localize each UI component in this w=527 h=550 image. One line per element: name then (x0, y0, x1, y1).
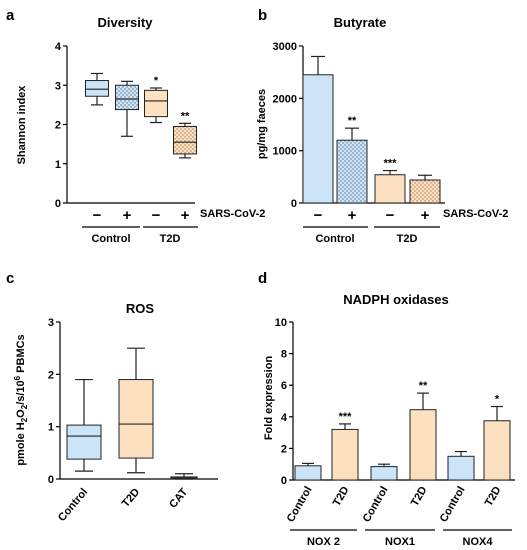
panel-d-ytick-label: 10 (275, 317, 287, 329)
panel-c-category-label: CAT (167, 486, 190, 511)
panel-d-category-label: Control (285, 485, 315, 525)
panel-d-plot: 0 2 4 6 8 10 Control *** T2D Control ** T2D Control *… (275, 317, 515, 548)
panel-a-box (173, 125, 197, 155)
panel-a-significance: * (154, 75, 159, 87)
panel-d-significance: ** (419, 380, 428, 392)
panel-a-sign-label: − (93, 207, 102, 224)
panel-c-title: ROS (126, 301, 155, 316)
panel-a-factor-label: SARS-CoV-2 (200, 208, 265, 220)
panel-d-group-label: NOX 2 (307, 536, 340, 548)
panel-b-ytick-label: 1000 (273, 146, 297, 158)
panel-d-ytick-label: 6 (281, 380, 287, 392)
panel-d-significance: * (495, 394, 500, 406)
panel-c-category-label: T2D (120, 486, 143, 510)
panel-a-sign-label: + (123, 207, 132, 224)
panel-b-sign-label: − (314, 207, 323, 224)
panel-d-bar (370, 466, 398, 481)
panel-c-plot: 0 1 2 3 Control T2D CAT (48, 317, 218, 524)
panel-a-box (115, 84, 139, 111)
panel-letter-d: d (258, 270, 267, 287)
panel-c-ylabel: pmole H2O2/s/106 PBMCs (13, 334, 29, 465)
panel-a-box (144, 89, 168, 118)
panel-c-ytick-label: 3 (48, 317, 54, 329)
panel-b-ytick-label: 0 (291, 198, 297, 210)
panel-b-ytick-label: 2000 (273, 93, 297, 105)
panel-c-box (118, 379, 154, 459)
panel-d-ytick-label: 4 (281, 412, 288, 424)
panel-a-significance: ** (181, 110, 190, 122)
panel-b-bar (374, 174, 406, 204)
panel-d-category-label: Control (361, 485, 391, 525)
panel-letter-a: a (6, 7, 15, 24)
panel-b-bar (302, 74, 334, 204)
panel-a-plot: 0 1 2 3 4 − + * − ** + SARS-CoV-2 Control T2D (55, 41, 266, 245)
panel-b-significance: *** (384, 158, 398, 170)
panel-d-significance: *** (339, 411, 353, 423)
panel-a-ylabel: Shannon index (16, 85, 28, 165)
panel-d-bar (294, 465, 322, 481)
panel-b-sign-label: + (421, 207, 430, 224)
panel-b-sign-label: + (348, 207, 357, 224)
panel-b-bar (336, 139, 368, 204)
panel-a-ytick-label: 0 (55, 198, 61, 210)
panel-d-category-label: T2D (483, 484, 504, 508)
panel-c-ytick-label: 2 (48, 369, 54, 381)
panel-c-ytick-label: 0 (48, 474, 54, 486)
panel-a-sign-label: + (181, 207, 190, 224)
panel-a-box (85, 80, 109, 97)
panel-d-category-label: T2D (331, 484, 352, 508)
panel-a-group-label: Control (91, 233, 130, 245)
panel-d-ytick-label: 2 (281, 443, 287, 455)
panel-b-ytick-label: 3000 (273, 41, 297, 53)
panel-b-title: Butyrate (334, 15, 387, 30)
panel-a-ytick-label: 2 (55, 120, 61, 132)
panel-d-group-label: NOX4 (463, 536, 494, 548)
panel-letter-b: b (258, 7, 267, 24)
panel-d-bar (331, 428, 359, 481)
panel-a-group-label: T2D (160, 233, 181, 245)
panel-d-category-label: T2D (409, 484, 430, 508)
panel-b-sign-label: − (386, 207, 395, 224)
panel-letter-c: c (6, 270, 14, 287)
panel-c-category-label: Control (56, 486, 90, 524)
panel-d-bar (483, 420, 511, 481)
panel-d-bar (409, 409, 437, 481)
panel-d-ytick-label: 0 (281, 475, 287, 487)
panel-a-ytick-label: 3 (55, 80, 61, 92)
panel-c-box (66, 424, 102, 460)
panel-a-ytick-label: 4 (55, 41, 62, 53)
panel-b-ylabel: pg/mg faeces (256, 89, 268, 159)
panel-a-title: Diversity (98, 15, 154, 30)
panel-a-sign-label: − (152, 207, 161, 224)
panel-b-factor-label: SARS-CoV-2 (443, 208, 508, 220)
panel-d-bar (447, 455, 475, 481)
panel-a-ytick-label: 1 (55, 159, 61, 171)
panel-d-title: NADPH oxidases (343, 292, 448, 307)
panel-d-ytick-label: 8 (281, 349, 287, 361)
panel-b-bar (409, 179, 441, 204)
panel-b-group-label: T2D (397, 233, 418, 245)
panel-c-ytick-label: 1 (48, 422, 54, 434)
panel-b-group-label: Control (315, 233, 354, 245)
panel-d-ylabel: Fold expression (263, 356, 275, 441)
panel-b-significance: ** (348, 115, 357, 127)
panel-b-plot: 0 1000 2000 3000 − ** + *** − + SARS-CoV-2 Control T… (273, 41, 509, 245)
panel-d-category-label: Control (438, 485, 468, 525)
panel-d-group-label: NOX1 (385, 536, 415, 548)
